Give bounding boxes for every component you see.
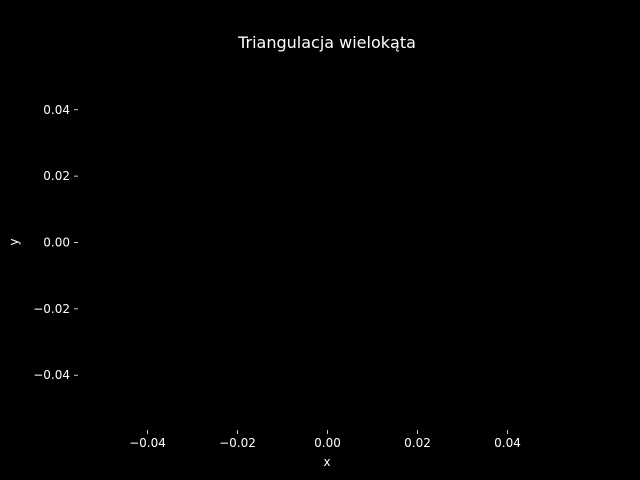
y-tick-label: 0.04 [43, 103, 70, 117]
x-tick-label: −0.02 [219, 436, 256, 450]
x-tick-label: −0.04 [129, 436, 166, 450]
x-tick-label: 0.02 [404, 436, 431, 450]
x-axis-ticks: −0.04 −0.02 0.00 0.02 0.04 [129, 430, 521, 450]
y-tick-label: −0.04 [33, 368, 70, 382]
x-tick-label: 0.00 [314, 436, 341, 450]
y-tick-label: 0.02 [43, 169, 70, 183]
x-tick-label: 0.04 [494, 436, 521, 450]
y-tick-label: 0.00 [43, 236, 70, 250]
y-axis-ticks: −0.04 −0.02 0.00 0.02 0.04 [33, 103, 78, 382]
chart-title: Triangulacja wielokąta [237, 33, 416, 52]
x-axis-label: x [323, 455, 330, 469]
y-axis-label: y [7, 238, 21, 245]
y-tick-label: −0.02 [33, 302, 70, 316]
